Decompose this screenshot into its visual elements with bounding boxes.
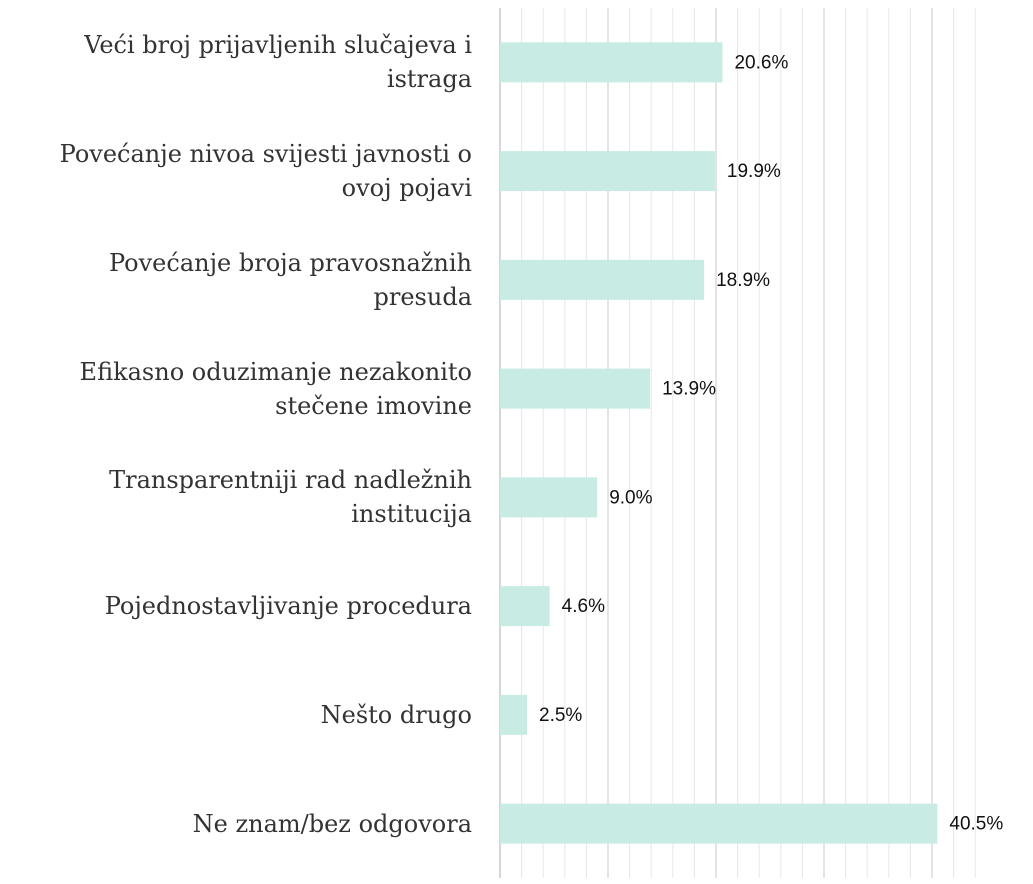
bar	[500, 477, 598, 518]
category-label: Transparentniji rad nadležnih institucij…	[109, 466, 472, 529]
bar	[500, 694, 527, 735]
value-label: 13.9%	[662, 379, 716, 400]
bar	[500, 368, 651, 409]
bar	[500, 151, 715, 192]
value-label: 19.9%	[727, 161, 781, 182]
value-label: 18.9%	[716, 270, 770, 291]
value-label: 20.6%	[734, 52, 788, 73]
category-label: Povećanje broja pravosnažnih presuda	[109, 248, 472, 311]
category-label: Efikasno oduzimanje nezakonito stečene i…	[79, 357, 472, 420]
value-label: 40.5%	[949, 814, 1003, 835]
value-label: 9.0%	[609, 487, 652, 508]
category-label: Nešto drugo	[320, 700, 472, 729]
bar	[500, 803, 938, 844]
category-label: Veći broj prijavljenih slučajeva i istra…	[84, 31, 472, 94]
category-label: Ne znam/bez odgovora	[192, 809, 472, 838]
category-label: Pojednostavljivanje procedura	[104, 592, 472, 621]
bar	[500, 586, 550, 627]
value-label: 2.5%	[539, 705, 582, 726]
category-label: Povećanje nivoa svijesti javnosti o ovoj…	[59, 140, 472, 203]
bar	[500, 42, 723, 83]
value-label: 4.6%	[562, 596, 605, 617]
bar	[500, 259, 705, 300]
